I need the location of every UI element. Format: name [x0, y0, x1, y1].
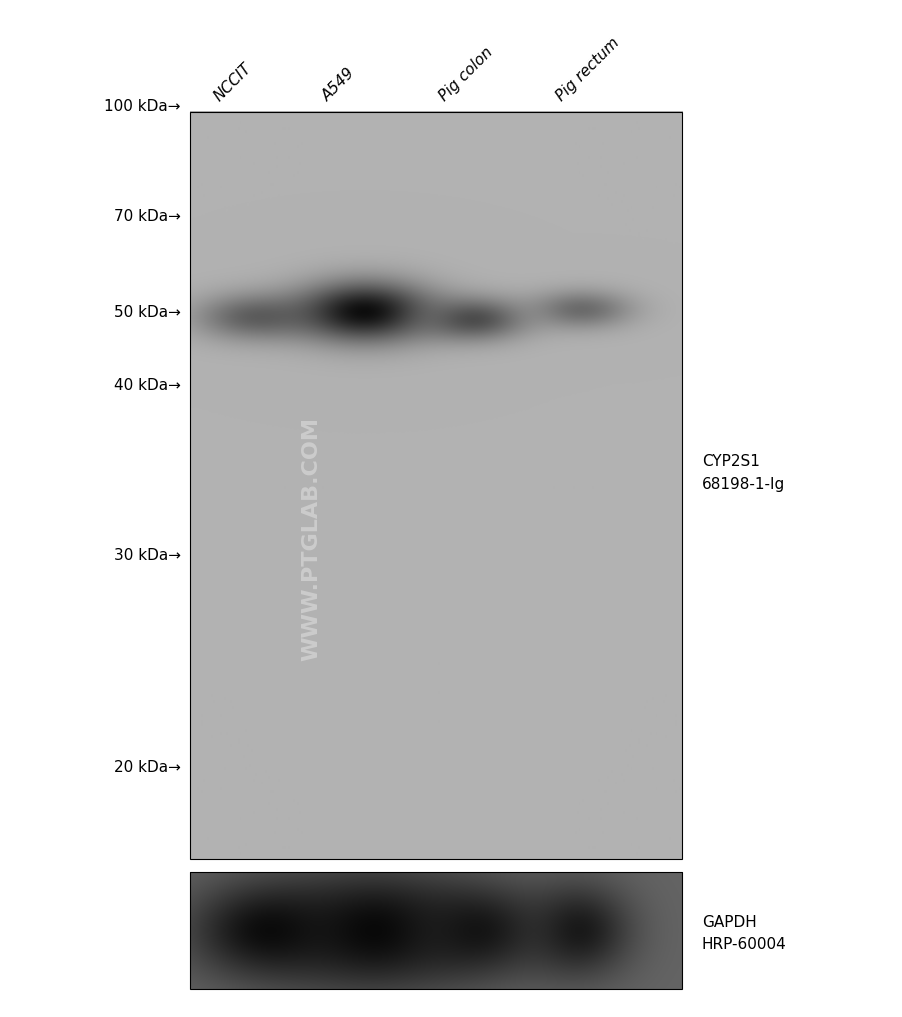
- Text: 20 kDa→: 20 kDa→: [114, 761, 180, 775]
- Bar: [189, 872, 681, 989]
- Text: 40 kDa→: 40 kDa→: [114, 378, 180, 393]
- Text: 70 kDa→: 70 kDa→: [114, 210, 180, 224]
- Text: 100 kDa→: 100 kDa→: [104, 100, 180, 114]
- Text: WWW.PTGLAB.COM: WWW.PTGLAB.COM: [301, 417, 321, 661]
- Text: A549: A549: [318, 65, 357, 104]
- Bar: [189, 112, 681, 859]
- Text: 30 kDa→: 30 kDa→: [114, 548, 180, 562]
- Text: 50 kDa→: 50 kDa→: [114, 305, 180, 319]
- Text: CYP2S1
68198-1-Ig: CYP2S1 68198-1-Ig: [701, 455, 784, 491]
- Text: Pig rectum: Pig rectum: [553, 35, 622, 104]
- Text: NCCIT: NCCIT: [210, 60, 253, 104]
- Text: Pig colon: Pig colon: [436, 45, 495, 104]
- Text: GAPDH
HRP-60004: GAPDH HRP-60004: [701, 915, 786, 952]
